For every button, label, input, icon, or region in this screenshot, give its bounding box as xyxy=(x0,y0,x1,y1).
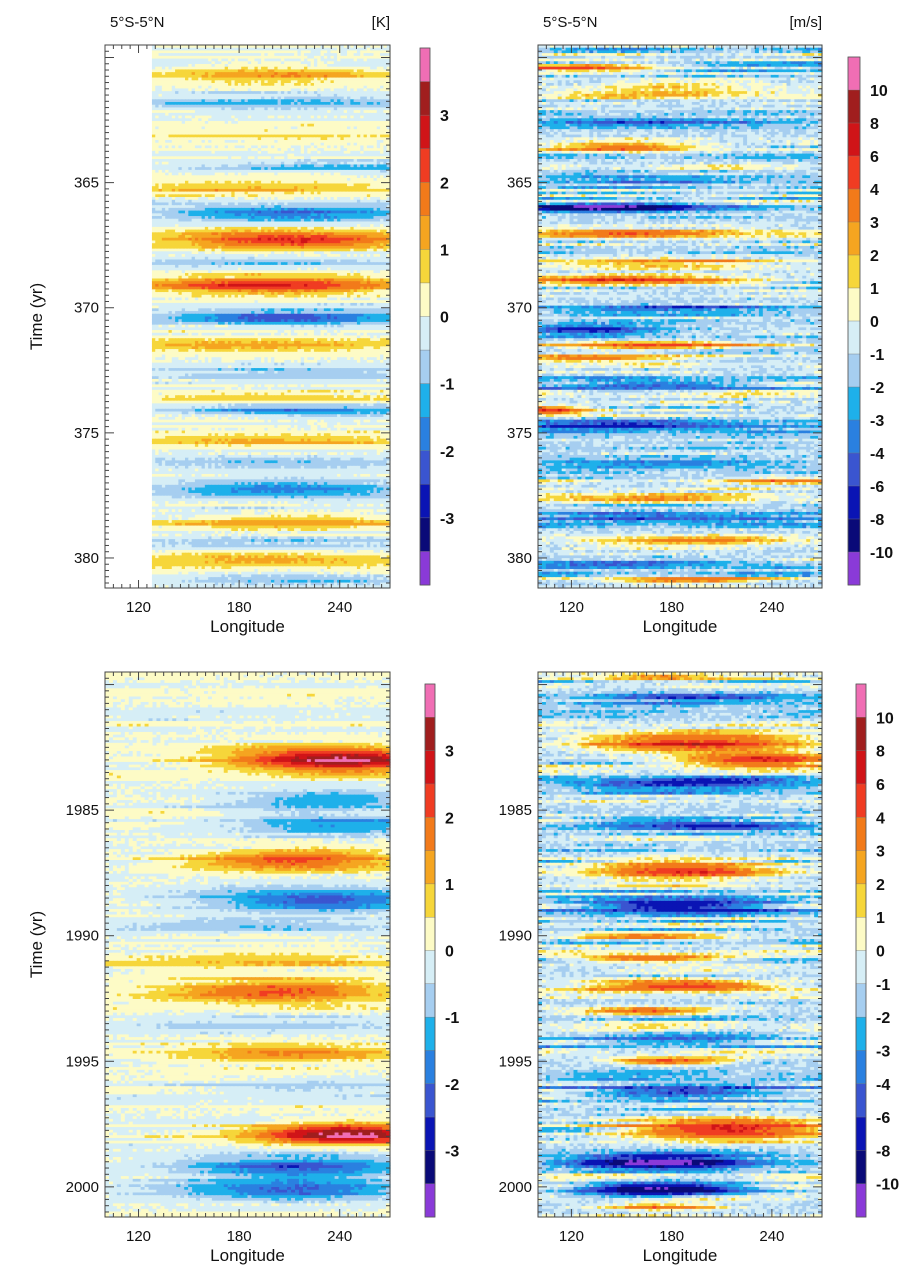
heatmap-field xyxy=(152,45,391,589)
